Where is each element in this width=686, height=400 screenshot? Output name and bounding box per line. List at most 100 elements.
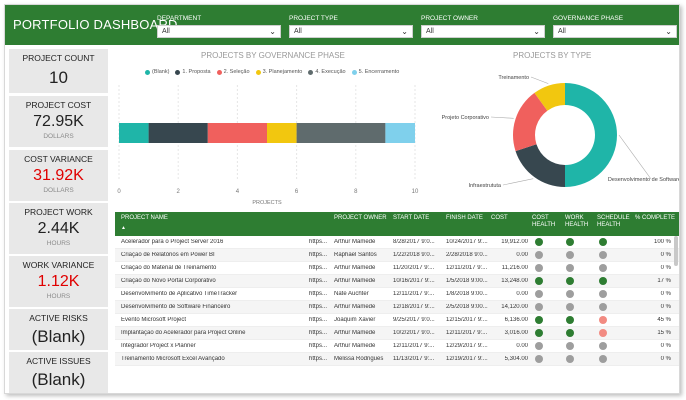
project-link[interactable]: https...	[309, 239, 328, 245]
start-date-cell: 10/16/2017 9:...	[393, 278, 435, 284]
project-owner-select[interactable]: All ⌄	[421, 25, 545, 38]
chevron-down-icon[interactable]: ⌄	[269, 27, 276, 36]
project-link[interactable]: https...	[309, 356, 328, 362]
kpi-project-work: PROJECT WORK 2.44K HOURS	[9, 203, 108, 254]
bar-segment[interactable]	[148, 123, 208, 143]
donut-slice[interactable]	[534, 83, 565, 111]
legend-item[interactable]: 3. Planejamento	[255, 69, 302, 75]
filter-project-owner[interactable]: PROJECT OWNER All ⌄	[421, 15, 545, 38]
project-link[interactable]: https...	[309, 330, 328, 336]
filter-department[interactable]: DEPARTMENT All ⌄	[157, 15, 281, 38]
col-header-cost-health[interactable]: COST HEALTH	[532, 215, 556, 228]
bar-chart-legend: (Blank) 1. Proposta 2. Seleção 3. Planejame…	[145, 69, 399, 75]
table-row[interactable]: Implantação do Acelerador para Project O…	[115, 327, 679, 340]
page-title: PORTFOLIO DASHBOARD	[13, 17, 178, 32]
pct-complete-cell: 15 %	[657, 330, 671, 336]
project-link[interactable]: https...	[309, 252, 328, 258]
schedule-health-indicator	[599, 290, 607, 298]
donut-slice-label: Treinamento	[498, 75, 529, 81]
legend-swatch	[308, 69, 314, 75]
filter-governance-phase[interactable]: GOVERNANCE PHASE All ⌄	[553, 15, 677, 38]
project-name-cell: Desenvolvimento de Software Financeiro	[121, 304, 231, 310]
table-row[interactable]: Criação do Novo Portal Corporativo https.…	[115, 275, 679, 288]
col-header-work-health[interactable]: WORK HEALTH	[565, 215, 589, 228]
table-row[interactable]: Criação do Material de Treinamento https.…	[115, 262, 679, 275]
bar-segment[interactable]	[119, 123, 149, 143]
governance-phase-select[interactable]: All ⌄	[553, 25, 677, 38]
cost-health-indicator	[535, 316, 543, 324]
project-owner-cell: Joaquim Xavier	[334, 317, 376, 323]
project-type-select[interactable]: All ⌄	[289, 25, 413, 38]
legend-item[interactable]: 4. Execução	[308, 69, 346, 75]
work-health-indicator	[566, 303, 574, 311]
table-row[interactable]: Evento Microsoft Project https... Joaquim …	[115, 314, 679, 327]
project-link[interactable]: https...	[309, 343, 328, 349]
kpi-label: WORK VARIANCE	[22, 260, 95, 270]
kpi-label: PROJECT COST	[25, 100, 92, 110]
sort-arrow-icon[interactable]: ▲	[121, 225, 126, 231]
legend-item[interactable]: (Blank)	[145, 69, 169, 75]
table-row[interactable]: Integrador Project x Planner https... Arth…	[115, 340, 679, 353]
x-tick-label: 10	[412, 189, 419, 195]
header-bar: PORTFOLIO DASHBOARD DEPARTMENT All ⌄ PRO…	[5, 5, 679, 45]
donut-slice[interactable]	[513, 92, 548, 152]
legend-label: 4. Execução	[315, 69, 346, 75]
project-owner-cell: Arthur Mamede	[334, 343, 376, 349]
x-tick-label: 0	[117, 189, 121, 195]
col-header-cost[interactable]: COST	[491, 215, 508, 221]
kpi-unit: DOLLARS	[43, 187, 74, 194]
start-date-cell: 12/18/2017 9:...	[393, 304, 435, 310]
filter-project-type[interactable]: PROJECT TYPE All ⌄	[289, 15, 413, 38]
pct-complete-cell: 0 %	[660, 252, 671, 258]
x-tick-label: 4	[236, 189, 240, 195]
finish-date-cell: 12/15/2017 9:...	[446, 317, 488, 323]
project-owner-cell: Arthur Mamede	[334, 304, 376, 310]
legend-item[interactable]: 5. Encerramento	[351, 69, 399, 75]
chevron-down-icon[interactable]: ⌄	[533, 27, 540, 36]
chevron-down-icon[interactable]: ⌄	[665, 27, 672, 36]
bar-segment[interactable]	[267, 123, 297, 143]
col-header-schedule-health[interactable]: SCHEDULE HEALTH	[597, 215, 630, 228]
bar-segment[interactable]	[296, 123, 386, 143]
donut-slice[interactable]	[515, 144, 565, 187]
table-scrollbar[interactable]	[674, 236, 678, 266]
cost-cell: 0.00	[516, 291, 528, 297]
kpi-cost-variance: COST VARIANCE 31.92K DOLLARS	[9, 150, 108, 201]
start-date-cell: 9/25/2017 9:0...	[393, 317, 435, 323]
project-owner-cell: Arthur Mamede	[334, 330, 376, 336]
cost-cell: 11,216.00	[501, 265, 528, 271]
legend-label: 2. Seleção	[223, 69, 250, 75]
project-link[interactable]: https...	[309, 278, 328, 284]
finish-date-cell: 12/11/2017 9:...	[446, 265, 488, 271]
kpi-value: 31.92K	[33, 167, 84, 184]
col-header-project-owner[interactable]: PROJECT OWNER	[334, 215, 387, 221]
table-row[interactable]: Desenvolvimento de Software Financeiro ht…	[115, 301, 679, 314]
department-select[interactable]: All ⌄	[157, 25, 281, 38]
project-link[interactable]: https...	[309, 265, 328, 271]
legend-label: (Blank)	[152, 69, 170, 75]
chevron-down-icon[interactable]: ⌄	[401, 27, 408, 36]
col-header-project-name[interactable]: PROJECT NAME	[121, 215, 168, 221]
table-row[interactable]: Criação de Relatórios em Power BI https..…	[115, 249, 679, 262]
col-header-start-date[interactable]: START DATE	[393, 215, 430, 221]
table-row[interactable]: Desenvolvimento de Aplicativo TimeTracke…	[115, 288, 679, 301]
project-link[interactable]: https...	[309, 291, 328, 297]
kpi-label: PROJECT COUNT	[22, 53, 95, 63]
legend-item[interactable]: 1. Proposta	[175, 69, 211, 75]
bar-segment[interactable]	[207, 123, 267, 143]
legend-item[interactable]: 2. Seleção	[216, 69, 250, 75]
kpi-value: (Blank)	[31, 327, 86, 346]
col-header-pct-complete[interactable]: % COMPLETE	[635, 215, 676, 221]
col-header-finish-date[interactable]: FINISH DATE	[446, 215, 483, 221]
filter-label: PROJECT TYPE	[289, 15, 338, 22]
pct-complete-cell: 0 %	[660, 265, 671, 271]
leader-line	[490, 116, 514, 119]
table-row[interactable]: Acelerador para o Project Server 2016 htt…	[115, 236, 679, 249]
bar-segment[interactable]	[385, 123, 415, 143]
donut-slice[interactable]	[565, 83, 617, 187]
project-link[interactable]: https...	[309, 317, 328, 323]
project-link[interactable]: https...	[309, 304, 328, 310]
table-row[interactable]: Treinamento Microsoft Excel Avançado http…	[115, 353, 679, 366]
work-health-indicator	[566, 329, 574, 337]
kpi-label: ACTIVE RISKS	[29, 313, 88, 323]
